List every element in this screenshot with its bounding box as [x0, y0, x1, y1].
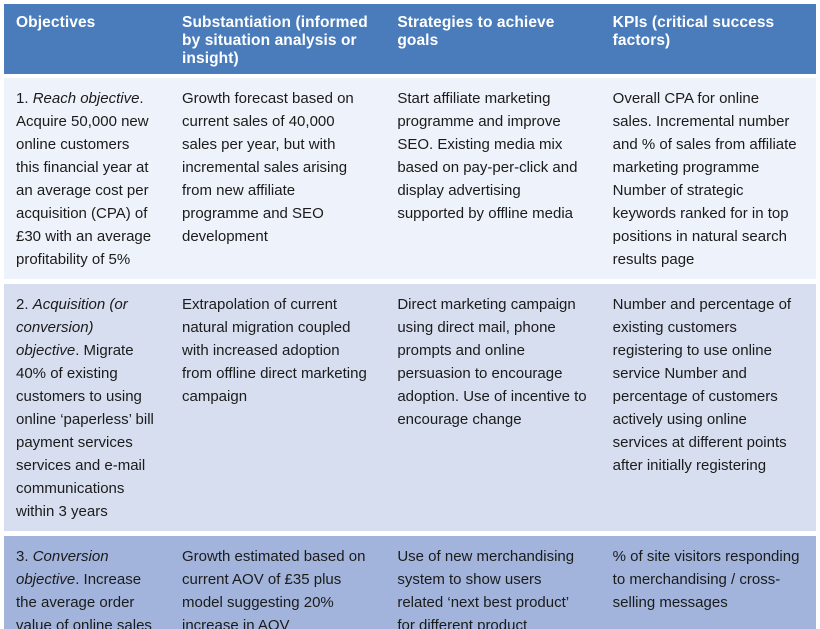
- objective-title-3: Conversion objective: [16, 548, 109, 588]
- column-header-substantiation: Substantiation (informed by situation an…: [182, 14, 368, 67]
- substantiation-cell-2: Extrapolation of current natural migrati…: [182, 296, 367, 405]
- table-row-reach-objective: 1. Reach objective. Acquire 50,000 new o…: [4, 78, 816, 279]
- column-header-strategies: Strategies to achieve goals: [397, 14, 555, 49]
- objective-cell-1: 1. Reach objective. Acquire 50,000 new o…: [4, 78, 170, 279]
- strategies-cell-2: Direct marketing campaign using direct m…: [397, 296, 587, 428]
- kpis-cell-2: Number and percentage of existing custom…: [612, 296, 792, 474]
- substantiation-cell-1: Growth forecast based on current sales o…: [182, 90, 354, 245]
- objective-title-1: Reach objective: [32, 90, 140, 107]
- objective-text-1: . Acquire 50,000 new online customers th…: [16, 90, 152, 268]
- objective-text-3: . Increase the average order value of on…: [16, 571, 152, 629]
- table-header-row: Objectives Substantiation (informed by s…: [4, 4, 816, 74]
- objective-title-2: Acquisition (or conversion) objective: [16, 296, 128, 359]
- column-header-kpis: KPIs (critical success factors): [612, 14, 775, 49]
- kpis-cell-1: Overall CPA for online sales. Incrementa…: [612, 90, 797, 268]
- strategies-cell-3: Use of new merchandising system to show …: [397, 548, 575, 629]
- objective-cell-3: 3. Conversion objective. Increase the av…: [4, 536, 170, 629]
- substantiation-cell-3: Growth estimated based on current AOV of…: [182, 548, 366, 629]
- objective-number-1: 1.: [16, 90, 33, 107]
- objective-number-2: 2.: [16, 296, 33, 313]
- table-row-conversion-objective: 3. Conversion objective. Increase the av…: [4, 536, 816, 629]
- objective-cell-2: 2. Acquisition (or conversion) objective…: [4, 284, 170, 531]
- objective-number-3: 3.: [16, 548, 33, 565]
- table-row-acquisition-objective: 2. Acquisition (or conversion) objective…: [4, 284, 816, 531]
- objective-text-2: . Migrate 40% of existing customers to u…: [16, 342, 154, 520]
- kpis-cell-3: % of site visitors responding to merchan…: [612, 548, 800, 611]
- strategies-cell-1: Start affiliate marketing programme and …: [397, 90, 578, 222]
- column-header-objectives: Objectives: [16, 14, 96, 31]
